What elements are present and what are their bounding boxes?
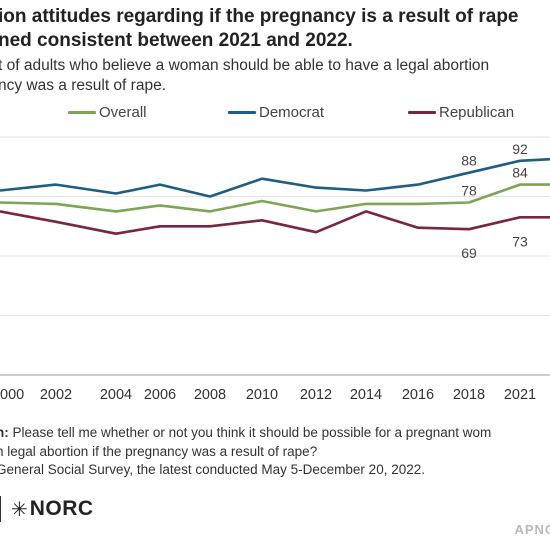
data-label-overall-2021: 84 <box>512 165 528 181</box>
chart-title-line-2: ned consistent between 2021 and 2022. <box>0 30 353 51</box>
x-tick-label-2021: 2021 <box>504 387 536 403</box>
series-lines <box>0 157 550 235</box>
data-label-overall-2018: 78 <box>461 182 477 198</box>
x-tick-label-2004: 2004 <box>100 387 132 403</box>
chart-title-line-1: ion attitudes regarding if the pregnancy… <box>0 6 519 27</box>
question-lead: n: <box>0 425 9 440</box>
legend-item-overall: Overall <box>68 102 147 122</box>
chart-legend: Overall Democrat Republican <box>0 102 550 122</box>
chart-subtitle-line-2: ncy was a result of rape. <box>0 77 166 94</box>
x-tick-label-2014: 2014 <box>350 387 382 403</box>
legend-swatch-republican <box>408 110 436 114</box>
legend-label-republican: Republican <box>439 103 515 121</box>
legend-item-democrat: Democrat <box>228 102 324 122</box>
x-tick-label-2016: 2016 <box>402 387 434 403</box>
series-line-overall <box>0 183 550 213</box>
data-label-democrat-2021: 92 <box>512 141 528 157</box>
data-labels: 88 92 78 84 69 73 <box>461 141 528 261</box>
data-label-republican-2021: 73 <box>512 233 528 249</box>
x-tick-label-2018: 2018 <box>453 387 485 403</box>
legend-item-republican: Republican <box>408 102 514 122</box>
question-note: n: Please tell me whether or not you thi… <box>0 424 550 443</box>
gridlines <box>0 136 550 376</box>
chart-subtitle: t of adults who believe a woman should b… <box>0 56 550 96</box>
chart-title: ion attitudes regarding if the pregnancy… <box>0 5 550 53</box>
question-text-line-1: Please tell me whether or not you think … <box>8 425 492 440</box>
legend-swatch-overall <box>68 110 96 114</box>
logo-divider <box>0 496 1 522</box>
chart-notes: n: Please tell me whether or not you thi… <box>0 424 550 480</box>
series-line-democrat <box>0 157 550 198</box>
ap-norc-logo-text: APNO <box>514 522 550 537</box>
line-chart: 88 92 78 84 69 73 000 2002 2004 2006 2008 2010 2012… <box>0 136 550 403</box>
norc-star-icon: ✳ <box>11 498 28 521</box>
data-label-republican-2018: 69 <box>461 245 477 261</box>
data-label-democrat-2018: 88 <box>461 153 477 169</box>
series-line-republican <box>0 210 550 235</box>
x-tick-label-2002: 2002 <box>40 387 72 403</box>
x-tick-label-2012: 2012 <box>300 387 332 403</box>
norc-logo-text: NORC <box>29 497 94 520</box>
chart-subtitle-line-1: t of adults who believe a woman should b… <box>0 57 490 74</box>
x-tick-label-2006: 2006 <box>144 387 176 403</box>
legend-label-democrat: Democrat <box>259 103 325 121</box>
x-tick-label-2010: 2010 <box>246 387 278 403</box>
source-note: General Social Survey, the latest conduc… <box>0 462 425 477</box>
x-axis-ticks: 000 2002 2004 2006 2008 2010 2012 2014 2016 2018 2… <box>0 387 536 403</box>
norc-logo: ✳ NORC <box>0 496 94 522</box>
x-tick-label-000: 000 <box>0 387 24 403</box>
question-text-line-2: n legal abortion if the pregnancy was a … <box>0 443 318 459</box>
legend-label-overall: Overall <box>99 103 147 121</box>
x-tick-label-2008: 2008 <box>194 387 226 403</box>
legend-swatch-democrat <box>228 110 256 114</box>
